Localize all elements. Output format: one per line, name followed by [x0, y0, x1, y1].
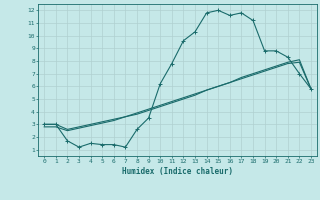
X-axis label: Humidex (Indice chaleur): Humidex (Indice chaleur)	[122, 167, 233, 176]
